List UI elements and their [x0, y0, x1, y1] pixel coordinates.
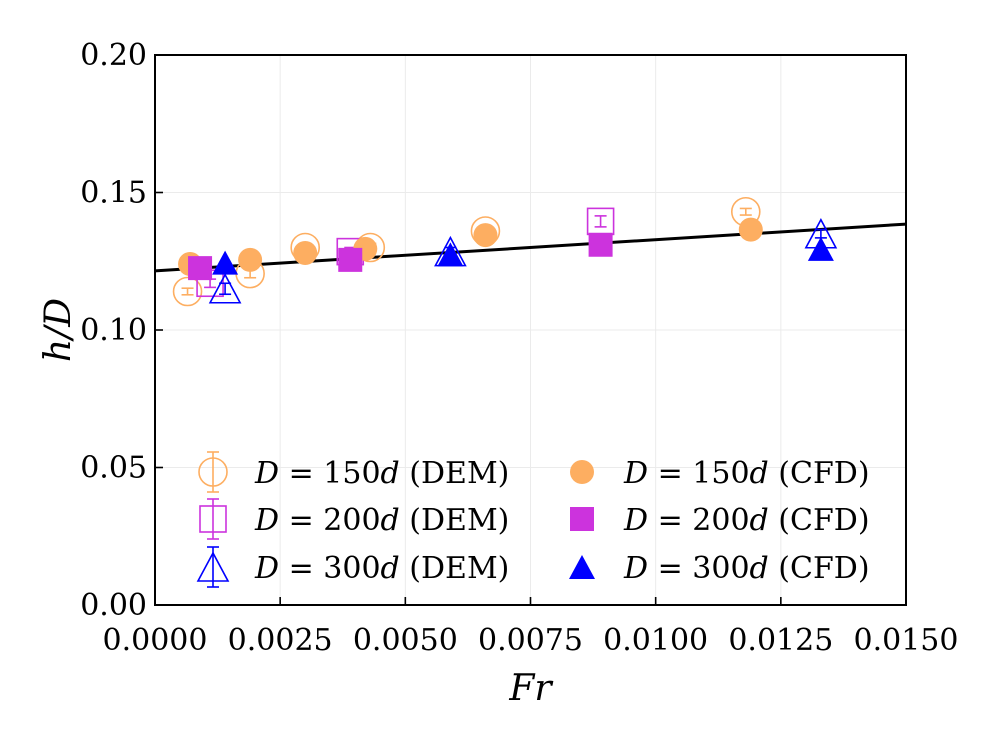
legend-marker-triangle-open	[196, 551, 230, 582]
legend-entry: D = 200d (CFD)	[570, 503, 870, 538]
legend-marker-circle-open	[198, 457, 228, 487]
data-point-circle-filled	[738, 217, 763, 242]
error-bar	[739, 207, 752, 216]
error-bar	[219, 282, 232, 296]
y-axis-ticks: 0.00 0.05 0.10 0.15 0.20	[80, 38, 163, 623]
y-tick-label: 0.00	[80, 588, 147, 623]
legend-label: D = 300d (CFD)	[623, 551, 870, 586]
fit-line-group	[154, 222, 907, 273]
data-point-square-filled	[188, 256, 213, 281]
legend-entry: D = 150d (CFD)	[570, 456, 870, 491]
y-tick-label: 0.10	[80, 313, 147, 348]
legend-entry: D = 150d (DEM)	[198, 451, 509, 493]
x-tick-label: 0.0150	[854, 623, 959, 658]
data-point-circle-filled	[293, 241, 318, 265]
x-tick-label: 0.0125	[728, 623, 833, 658]
x-tick-label: 0.0100	[603, 623, 708, 658]
legend-marker-circle-filled	[570, 460, 594, 484]
error-bar	[181, 287, 194, 296]
x-tick-label: 0.0025	[228, 623, 333, 658]
x-axis-ticks: 0.0000 0.0025 0.0050 0.0075 0.0100 0.0125 0.01…	[103, 597, 959, 658]
fit-line	[154, 222, 907, 273]
legend-label: D = 200d (DEM)	[254, 503, 509, 538]
y-tick-label: 0.05	[80, 451, 147, 486]
y-axis-title: h/D	[38, 298, 79, 362]
legend-label: D = 150d (CFD)	[623, 456, 870, 491]
y-tick-label: 0.20	[80, 38, 147, 73]
legend-label: D = 150d (DEM)	[254, 456, 509, 491]
data-point-circle-open	[172, 276, 203, 307]
data-point-triangle-filled	[437, 242, 464, 267]
x-axis-title: Fr	[508, 668, 553, 709]
legend-marker-square-filled	[570, 507, 594, 531]
data-point-circle-filled	[238, 247, 263, 272]
x-tick-label: 0.0000	[103, 623, 208, 658]
y-tick-label: 0.15	[80, 176, 147, 211]
x-tick-label: 0.0075	[478, 623, 583, 658]
x-tick-label: 0.0050	[353, 623, 458, 658]
legend-entry: D = 300d (DEM)	[196, 546, 509, 588]
legend-entry: D = 300d (CFD)	[569, 551, 870, 586]
data-point-triangle-open	[208, 273, 242, 304]
data-point-triangle-filled	[807, 236, 834, 261]
legend-marker-square-open	[199, 505, 227, 533]
data-points	[172, 196, 838, 307]
error-bar	[204, 278, 217, 289]
data-point-square-filled	[588, 232, 613, 257]
error-bar	[594, 215, 607, 228]
legend-marker-triangle-filled	[569, 555, 595, 579]
legend: D = 150d (DEM) D = 150d (CFD) D = 200d (DE…	[196, 451, 870, 588]
data-point-circle-filled	[473, 223, 498, 248]
data-point-square-filled	[338, 247, 363, 272]
legend-label: D = 200d (CFD)	[623, 503, 870, 538]
legend-label: D = 300d (DEM)	[254, 551, 509, 586]
data-point-triangle-filled	[212, 250, 239, 275]
legend-entry: D = 200d (DEM)	[199, 498, 509, 540]
